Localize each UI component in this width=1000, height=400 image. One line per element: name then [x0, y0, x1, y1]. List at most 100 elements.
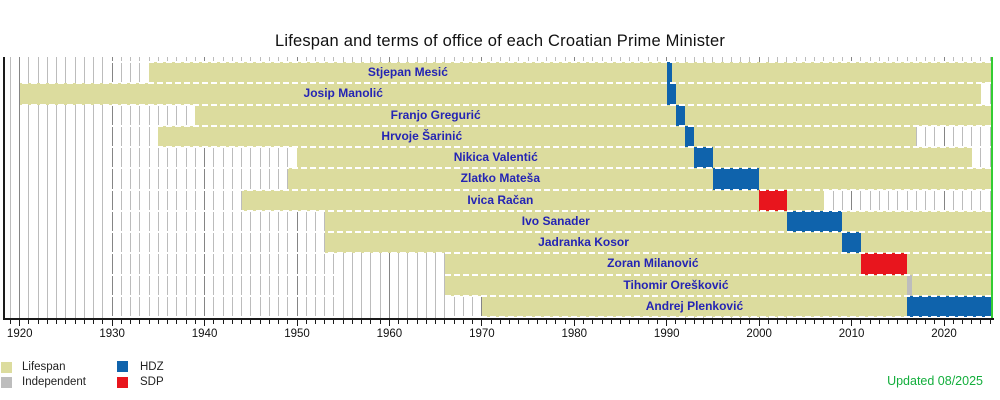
axis-tick — [194, 320, 196, 324]
axis-tick — [472, 320, 474, 324]
term-bar — [860, 253, 908, 275]
axis-tick — [647, 320, 649, 324]
pm-name-label: Zoran Milanović — [607, 256, 699, 271]
axis-tick — [740, 320, 742, 324]
axis-tick — [222, 320, 224, 324]
axis-tick — [638, 320, 640, 324]
pm-name-label: Nikica Valentić — [453, 150, 538, 164]
term-bar — [685, 125, 695, 147]
axis-tick — [573, 320, 575, 326]
year-gridline — [278, 57, 280, 319]
pm-name-label: Josip Manolić — [303, 86, 383, 101]
year-gridline — [56, 57, 58, 319]
axis-tick — [37, 320, 39, 324]
axis-tick — [213, 320, 215, 324]
y-axis-line — [3, 57, 5, 319]
axis-tick — [925, 320, 927, 324]
present-line — [991, 57, 993, 319]
axis-tick — [888, 320, 890, 324]
year-gridline — [222, 57, 224, 319]
axis-tick — [620, 320, 621, 324]
year-gridline — [37, 57, 39, 319]
axis-tick — [241, 320, 243, 324]
legend: Lifespan Independent HDZ SDP — [0, 358, 1000, 400]
axis-tick — [897, 320, 899, 324]
legend-label-independent: Independent — [22, 376, 86, 388]
axis-tick — [601, 320, 603, 324]
axis-tick — [231, 320, 233, 324]
axis-tick — [851, 320, 853, 326]
axis-tick — [592, 320, 594, 324]
axis-tick — [804, 320, 806, 324]
axis-tick — [93, 320, 95, 324]
axis-tick — [250, 320, 252, 324]
lifespan-bar — [481, 295, 993, 317]
axis-tick — [259, 320, 261, 324]
axis-tick — [814, 320, 816, 324]
year-gridline — [148, 57, 150, 319]
year-gridline — [139, 57, 141, 319]
legend-swatch-lifespan — [1, 362, 12, 373]
axis-tick — [407, 320, 409, 324]
pm-name-label: Jadranka Kosor — [538, 235, 629, 249]
term-bar — [842, 232, 861, 254]
axis-tick-label: 1960 — [376, 328, 403, 340]
axis-tick — [398, 320, 400, 324]
axis-tick-label: 1930 — [99, 328, 125, 340]
axis-tick — [878, 320, 880, 324]
axis-tick — [518, 320, 520, 324]
axis-tick — [684, 320, 686, 324]
lifespan-bar — [444, 253, 993, 275]
axis-tick — [120, 320, 122, 324]
axis-tick — [102, 320, 104, 324]
year-gridline — [65, 57, 67, 319]
axis-tick — [629, 320, 631, 324]
year-gridline — [185, 57, 187, 319]
year-gridline — [231, 57, 233, 319]
row-separator — [4, 252, 993, 255]
axis-tick — [425, 320, 427, 324]
lifespan-bar — [149, 62, 993, 84]
axis-tick — [666, 320, 668, 326]
axis-tick — [351, 320, 353, 324]
axis-tick — [268, 320, 270, 324]
axis-tick — [388, 320, 390, 326]
year-gridline — [93, 57, 95, 319]
axis-tick — [583, 320, 585, 324]
axis-tick — [296, 320, 298, 326]
axis-tick — [370, 320, 372, 324]
row-separator — [4, 167, 993, 170]
axis-tick-label: 2020 — [931, 328, 957, 340]
year-gridline — [241, 57, 243, 319]
axis-tick — [9, 320, 11, 324]
axis-tick — [546, 320, 548, 324]
axis-tick — [74, 320, 76, 324]
axis-tick-label: 1920 — [6, 328, 33, 340]
plot-area: Stjepan Mesić Josip Manolić Franjo Greguri… — [3, 57, 994, 340]
row-separator — [4, 188, 993, 191]
axis-tick — [832, 320, 834, 324]
year-gridline — [46, 57, 48, 319]
year-gridline — [167, 57, 169, 319]
lifespan-bar — [324, 232, 993, 254]
chart-title: Lifespan and terms of office of each Cro… — [274, 32, 726, 50]
axis-tick — [453, 320, 455, 324]
axis-tick — [961, 320, 963, 324]
axis-tick-label: 1950 — [284, 328, 310, 340]
axis-tick — [305, 320, 307, 324]
legend-label-lifespan: Lifespan — [22, 361, 66, 373]
axis-tick — [379, 320, 381, 324]
row-separator — [4, 124, 993, 127]
axis-tick — [361, 320, 363, 324]
year-gridline — [194, 57, 196, 319]
axis-tick — [777, 320, 779, 324]
axis-tick — [915, 320, 917, 324]
term-bar — [675, 104, 686, 126]
year-gridline — [19, 57, 21, 319]
axis-tick — [176, 320, 178, 324]
axis-tick — [111, 320, 113, 326]
axis-tick-label: 1970 — [469, 328, 495, 340]
axis-tick — [19, 320, 21, 326]
row-separator — [4, 146, 993, 148]
